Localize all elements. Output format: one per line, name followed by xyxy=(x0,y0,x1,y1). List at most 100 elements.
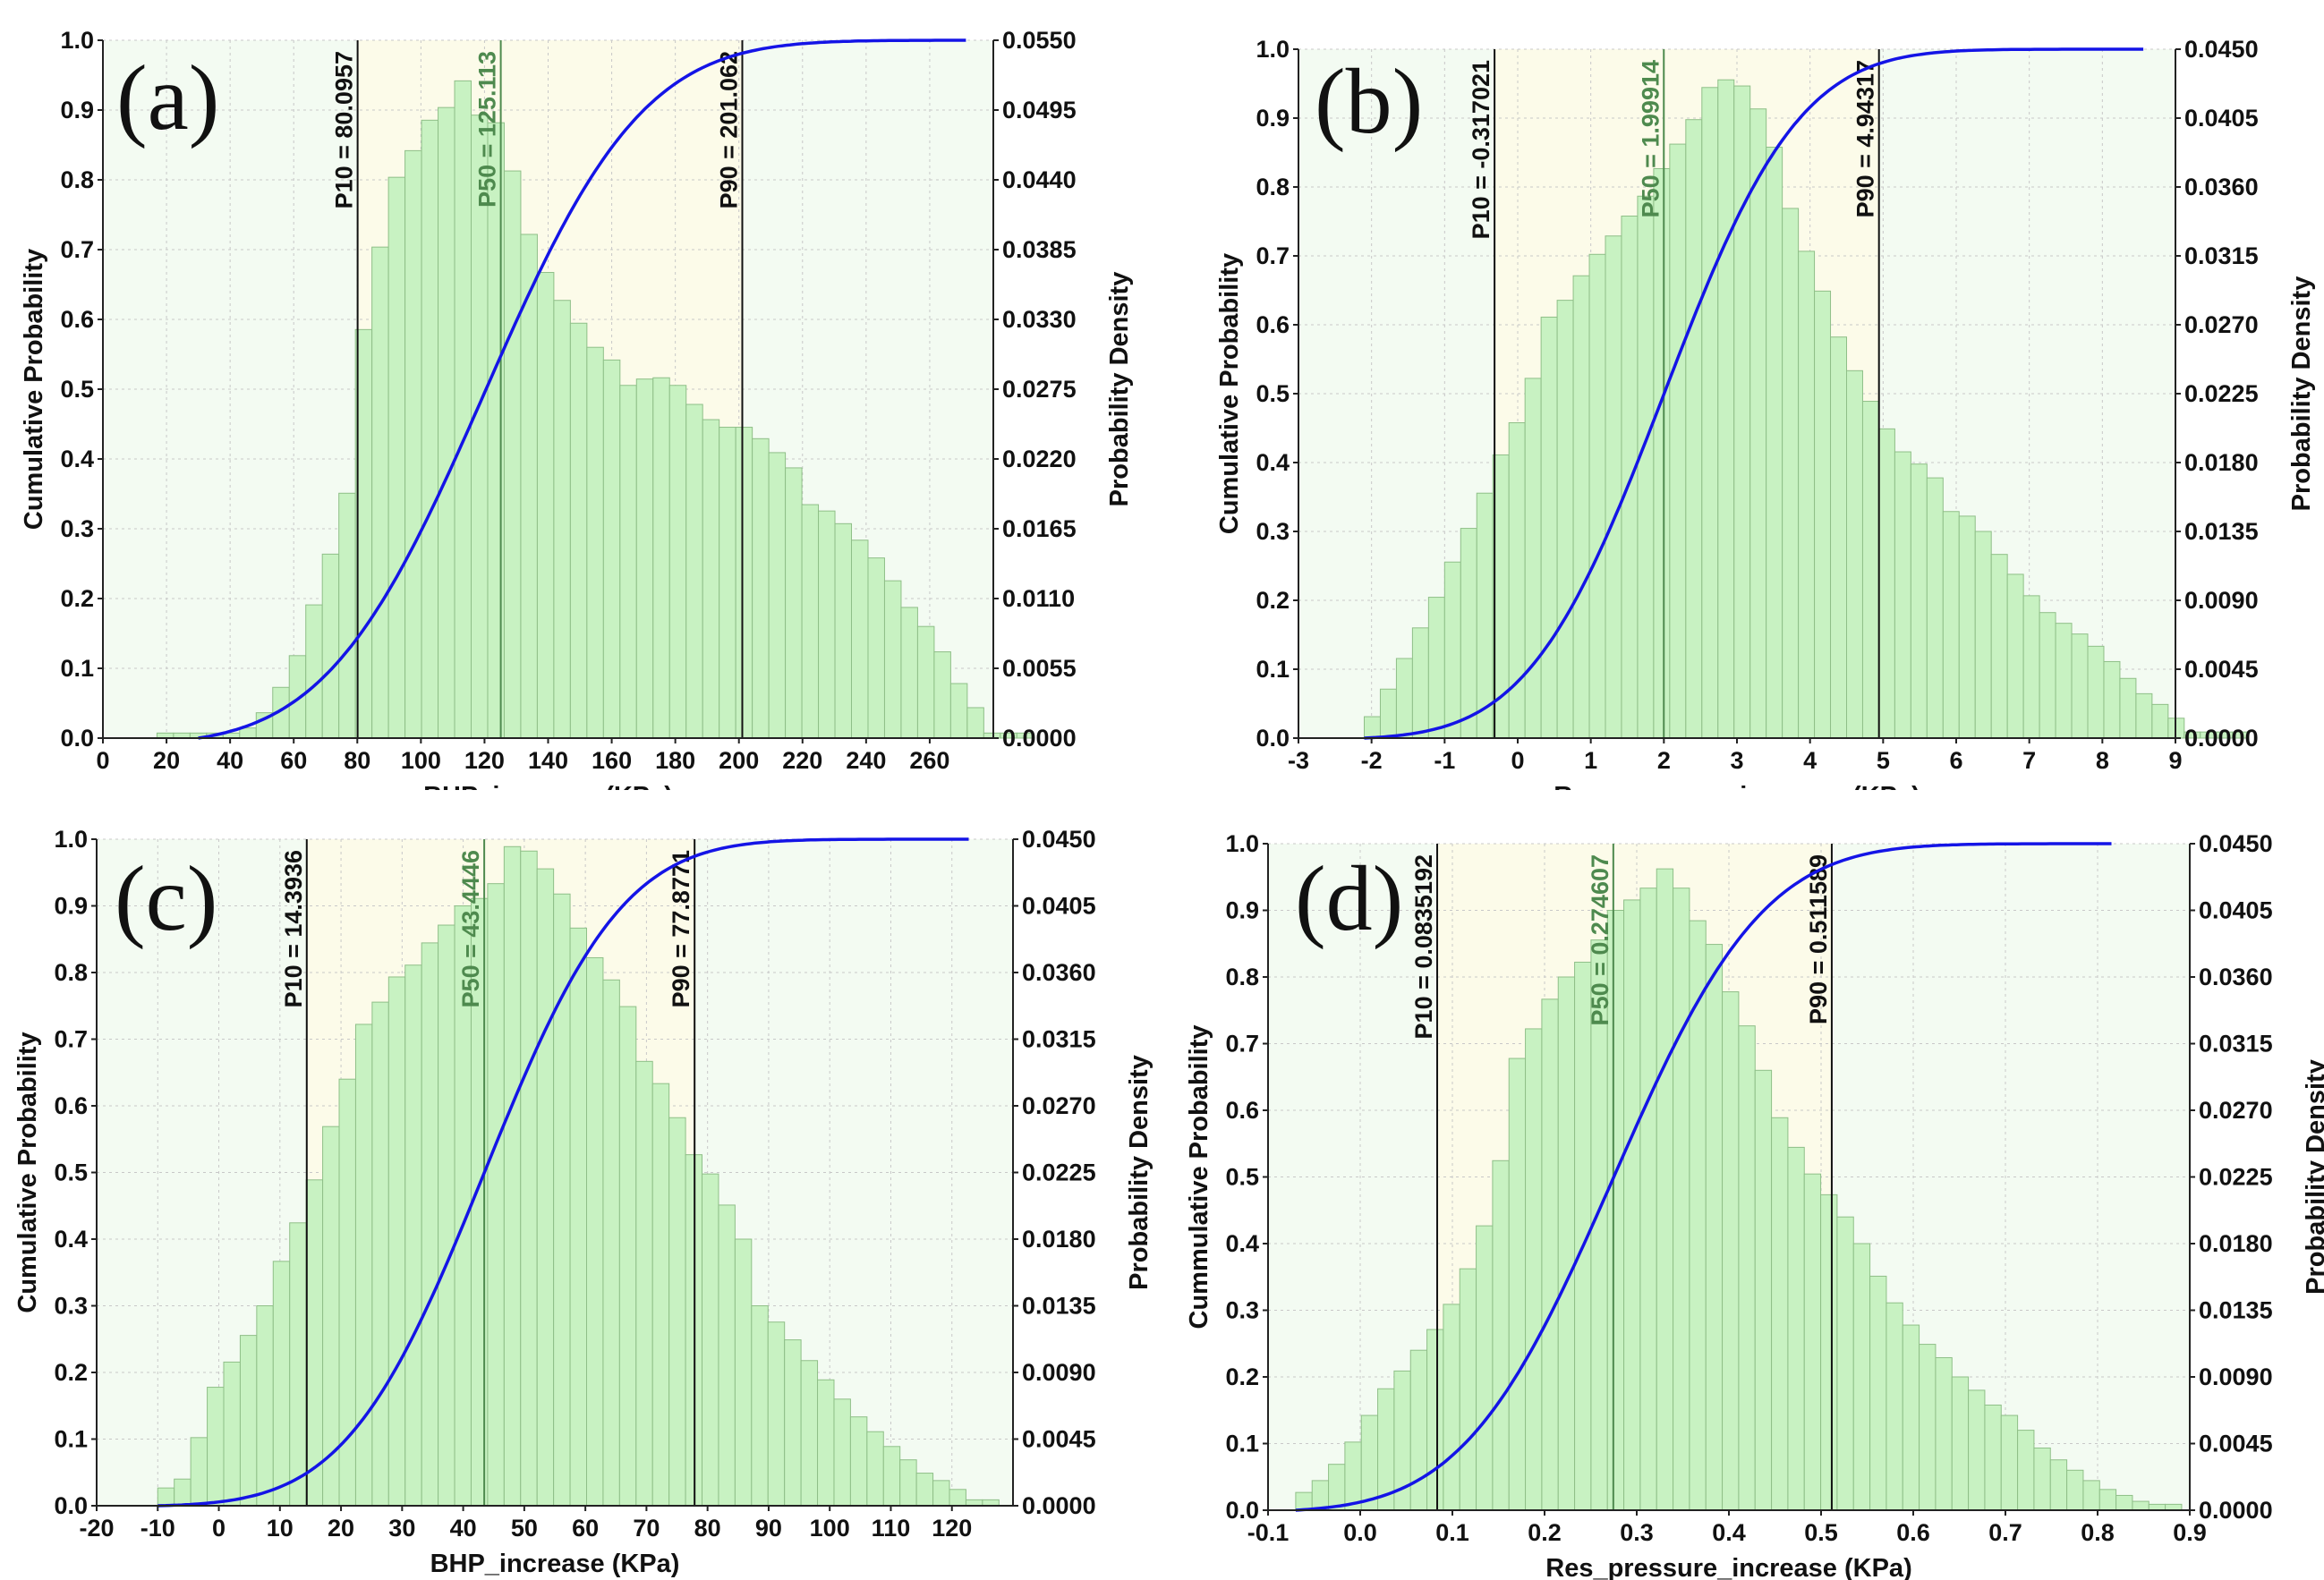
histogram-bar xyxy=(305,604,323,739)
y-left-tick-label: 0.6 xyxy=(60,306,94,333)
histogram-bar xyxy=(1492,1160,1510,1511)
x-tick-label: 120 xyxy=(932,1515,972,1542)
reference-label-p50: P50 = 0.274607 xyxy=(1587,854,1613,1025)
y-left-tick-label: 0.5 xyxy=(54,1160,88,1186)
x-tick-label: 40 xyxy=(450,1515,477,1542)
histogram-bar xyxy=(833,1398,851,1507)
y-left-tick-label: 0.8 xyxy=(1225,964,1259,990)
histogram-bar xyxy=(1572,275,1590,739)
histogram-bar xyxy=(1685,119,1703,739)
x-tick-label: 70 xyxy=(633,1515,660,1542)
x-tick-label: 3 xyxy=(1730,747,1743,774)
histogram-bar xyxy=(438,106,455,739)
histogram-bar xyxy=(471,115,489,739)
histogram-bar xyxy=(1621,216,1639,739)
histogram-bar xyxy=(1782,208,1800,739)
y-right-tick-label: 0.0135 xyxy=(2184,518,2259,545)
histogram-bar xyxy=(800,1360,819,1507)
x-tick-label: -10 xyxy=(140,1515,175,1542)
histogram-bar xyxy=(1749,108,1767,739)
histogram-bar xyxy=(438,924,455,1507)
y-left-tick-label: 0.2 xyxy=(1256,587,1290,614)
histogram-bar xyxy=(2119,677,2137,739)
histogram-bar xyxy=(882,1446,901,1507)
histogram-bar xyxy=(1771,1117,1789,1511)
y-left-tick-label: 0.4 xyxy=(1256,449,1290,476)
x-tick-label: 0.6 xyxy=(1896,1519,1930,1546)
x-tick-label: 8 xyxy=(2096,747,2109,774)
histogram-bar xyxy=(1886,1302,1903,1511)
x-tick-label: 60 xyxy=(280,747,307,774)
histogram-bar xyxy=(520,850,538,1507)
histogram-bar xyxy=(751,1305,769,1507)
histogram-bar xyxy=(2033,1447,2051,1511)
x-tick-label: 240 xyxy=(846,747,886,774)
histogram-bar xyxy=(207,1387,225,1507)
histogram-bar xyxy=(1476,1225,1494,1511)
histogram-bar xyxy=(503,845,522,1507)
histogram-bar xyxy=(239,1335,258,1507)
y-right-tick-label: 0.0315 xyxy=(2199,1031,2273,1058)
histogram-bar xyxy=(536,272,555,739)
histogram-bar xyxy=(1525,1028,1543,1511)
panel-label-c: (c) xyxy=(115,847,218,950)
x-tick-label: 260 xyxy=(909,747,949,774)
y-right-tick-label: 0.0360 xyxy=(2184,174,2259,200)
histogram-bar xyxy=(1669,143,1687,739)
x-tick-label: 9 xyxy=(2168,747,2182,774)
histogram-bar xyxy=(1814,290,1832,739)
x-tick-label: 0 xyxy=(1511,747,1524,774)
histogram-bar xyxy=(1877,428,1895,739)
histogram-bar xyxy=(1379,688,1397,739)
x-tick-label: 0.2 xyxy=(1528,1519,1562,1546)
x-tick-label: 0 xyxy=(212,1515,226,1542)
panel-label-d: (d) xyxy=(1295,847,1404,950)
histogram-bar xyxy=(1846,370,1863,739)
histogram-bar xyxy=(1951,1376,1970,1511)
y-left-tick-label: 0.2 xyxy=(1225,1363,1259,1390)
y-left-tick-label: 0.0 xyxy=(1256,725,1290,752)
y-left-tick-label: 0.3 xyxy=(1256,518,1290,545)
x-tick-label: 20 xyxy=(328,1515,354,1542)
cdf-line xyxy=(1295,842,2112,1512)
y-left-tick-label: 0.3 xyxy=(60,515,94,542)
y-right-tick-label: 0.0180 xyxy=(2184,449,2259,476)
histogram-bar xyxy=(1637,195,1655,739)
histogram-bar xyxy=(157,1487,175,1507)
x-tick-label: 160 xyxy=(592,747,632,774)
histogram-bar xyxy=(734,1238,753,1507)
x-tick-label: 110 xyxy=(872,1515,911,1542)
histogram-bar xyxy=(1830,336,1847,739)
y-left-tick-label: 0.9 xyxy=(60,97,94,123)
histogram-bar xyxy=(2071,633,2089,739)
chart-a-svg: P10 = 80.0957 P50 = 125.113 P90 = 201.062 0… xyxy=(20,27,1134,790)
histogram-bar xyxy=(767,1321,786,1507)
histogram-bar xyxy=(1894,451,1911,739)
histogram-bar xyxy=(635,378,654,739)
y-left-tick-label: 0.1 xyxy=(1225,1431,1259,1457)
histogram-bar xyxy=(1803,1173,1822,1511)
y-left-tick-label: 0.7 xyxy=(1256,242,1290,269)
histogram-bar xyxy=(784,1339,802,1507)
y-right-tick-label: 0.0550 xyxy=(1002,27,1077,54)
histogram-bar xyxy=(785,467,803,739)
cdf-line xyxy=(198,38,966,740)
y-right-tick-label: 0.0090 xyxy=(2199,1363,2273,1390)
histogram-bar xyxy=(387,176,406,739)
reference-label-p50: P50 = 125.113 xyxy=(474,51,501,208)
histogram-bar xyxy=(1974,531,1992,739)
histogram-bar xyxy=(602,359,621,739)
histogram-bar xyxy=(1902,1324,1920,1511)
histogram-bar xyxy=(2039,612,2056,739)
x-tick-label: 0 xyxy=(96,747,109,774)
x-tick-label: 140 xyxy=(528,747,568,774)
y-left-tick-label: 0.6 xyxy=(54,1092,88,1119)
x-tick-label: 10 xyxy=(267,1515,294,1542)
histogram-bar xyxy=(1364,716,1381,739)
histogram-bar xyxy=(1656,868,1674,1511)
x-tick-label: 0.5 xyxy=(1804,1519,1838,1546)
histogram-bar xyxy=(338,1078,356,1507)
y-left-tick-label: 0.4 xyxy=(1225,1230,1259,1257)
histogram-bar xyxy=(668,385,687,739)
y-right-tick-label: 0.0220 xyxy=(1002,446,1077,472)
